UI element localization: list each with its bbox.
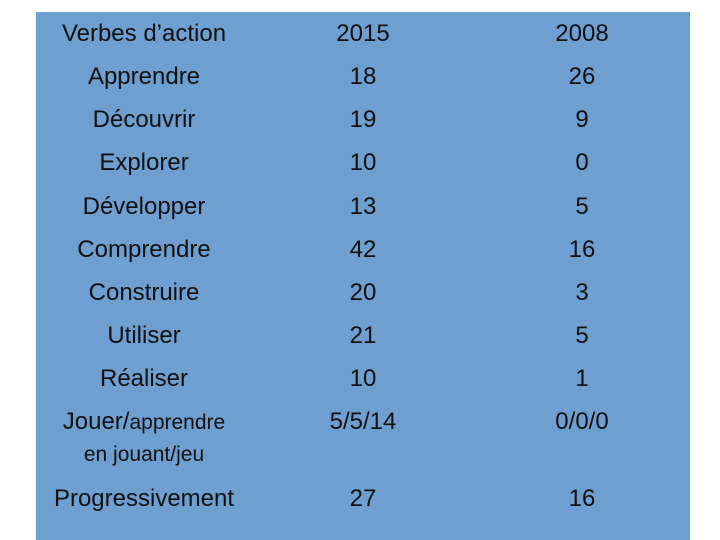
header-2015: 2015 [336, 20, 390, 47]
value-2015-cell: 10 [349, 365, 377, 392]
header-verbs: Verbes d’action [61, 20, 227, 47]
value-2008-cell: 0 [575, 149, 589, 176]
verb-cell: Réaliser [99, 365, 189, 392]
value-2015-cell: 18 [349, 63, 377, 90]
value-2015-cell: 27 [349, 485, 377, 512]
value-2008-cell: 0/0/0 [555, 408, 609, 435]
table-row: Utiliser 21 5 [36, 322, 690, 350]
table-row: Développer 13 5 [36, 193, 690, 221]
value-2015-cell: 21 [349, 322, 377, 349]
value-2015-cell: 20 [349, 279, 377, 306]
table-row: Apprendre 18 26 [36, 63, 690, 91]
value-2008-cell: 16 [568, 236, 596, 263]
table-row: Comprendre 42 16 [36, 236, 690, 264]
value-2008-cell: 16 [568, 485, 596, 512]
value-2015-cell: 13 [349, 193, 377, 220]
verb-part-sub: apprendre [129, 411, 226, 434]
verb-cell: Jouer/apprendre en jouant/jeu [36, 408, 252, 469]
verb-cell: Utiliser [107, 322, 181, 349]
table-row: Construire 20 3 [36, 279, 690, 307]
value-2008-cell: 5 [575, 322, 589, 349]
value-2015-cell: 10 [349, 149, 377, 176]
verb-line2: en jouant/jeu [83, 443, 205, 466]
verb-cell: Explorer [99, 149, 189, 176]
table-header-row: Verbes d’action 2015 2008 [36, 20, 690, 48]
verb-cell: Comprendre [77, 236, 211, 263]
verb-cell: Progressivement [53, 485, 235, 512]
value-2008-cell: 9 [575, 106, 589, 133]
value-2008-cell: 3 [575, 279, 589, 306]
value-2008-cell: 1 [575, 365, 589, 392]
value-2015-cell: 42 [349, 236, 377, 263]
value-2015-cell: 19 [349, 106, 377, 133]
table-row: Réaliser 10 1 [36, 365, 690, 393]
value-2015-cell: 5/5/14 [329, 408, 397, 435]
verbs-table: Verbes d’action 2015 2008 Apprendre 18 2… [36, 12, 690, 540]
value-2008-cell: 5 [575, 193, 589, 220]
header-2008: 2008 [555, 20, 609, 47]
table-row: Jouer/apprendre en jouant/jeu 5/5/14 0/0… [36, 408, 690, 469]
verb-part-main: Jouer/ [62, 408, 130, 435]
table-panel: Verbes d’action 2015 2008 Apprendre 18 2… [36, 12, 690, 540]
verb-cell: Apprendre [87, 63, 201, 90]
value-2008-cell: 26 [568, 63, 596, 90]
verb-cell: Construire [88, 279, 200, 306]
verb-cell: Découvrir [92, 106, 196, 133]
verb-cell: Développer [82, 193, 206, 220]
table-row: Découvrir 19 9 [36, 106, 690, 134]
table-row: Explorer 10 0 [36, 149, 690, 177]
table-row: Progressivement 27 16 [36, 485, 690, 513]
